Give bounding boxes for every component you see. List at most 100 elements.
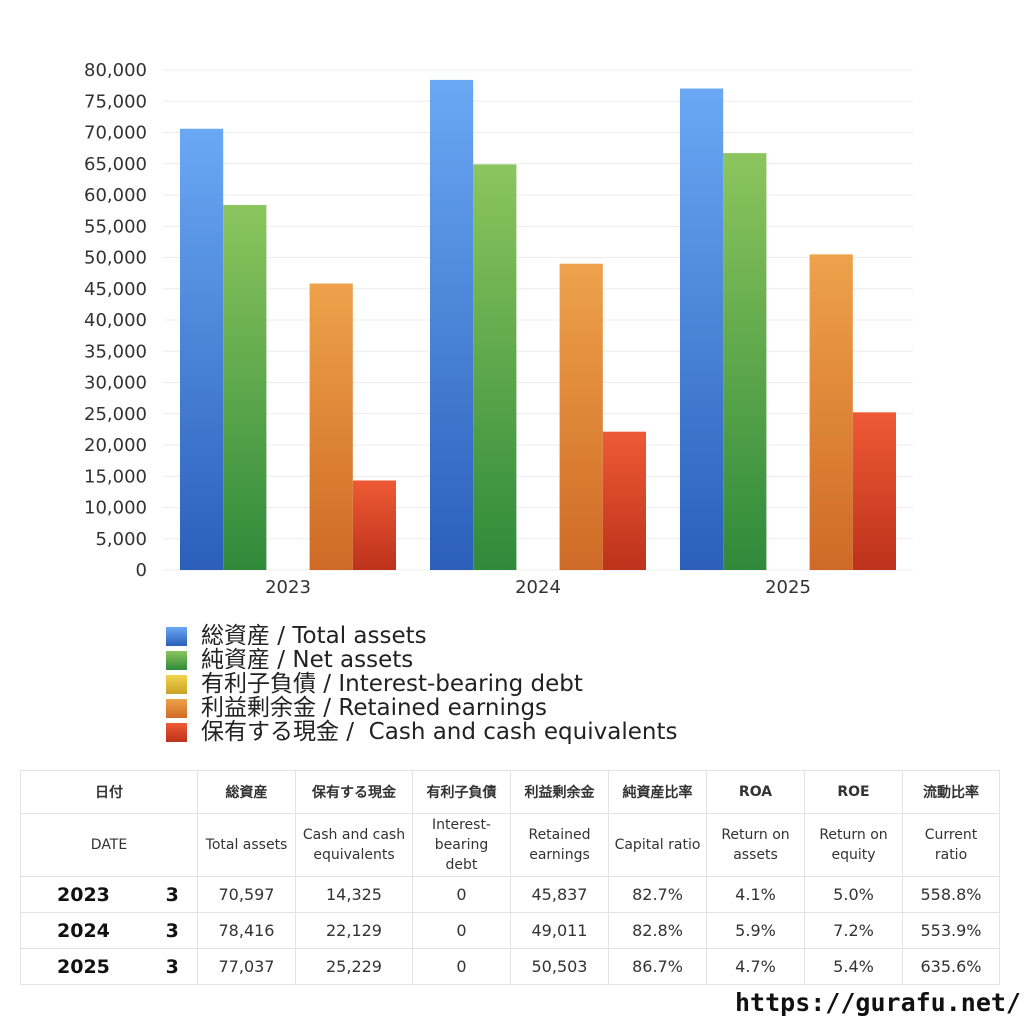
y-tick-label: 60,000 <box>84 185 147 206</box>
y-tick-label: 20,000 <box>84 435 147 456</box>
header-line: Total assets <box>205 837 288 853</box>
y-tick-label: 10,000 <box>84 498 147 519</box>
table-row: 2024 3 78,416 22,129 0 49,011 82.8% 5.9%… <box>20 912 1000 949</box>
cell-roe: 7.2% <box>804 912 903 949</box>
y-tick-label: 15,000 <box>84 466 147 487</box>
bar <box>430 79 474 571</box>
cell-cash: 22,129 <box>295 912 413 949</box>
cell-debt: 0 <box>412 912 511 949</box>
y-tick-label: 30,000 <box>84 373 147 394</box>
cell-year: 2023 <box>20 876 148 913</box>
header-line: equivalents <box>313 847 395 863</box>
header-roa-en: Return on assets <box>706 813 805 877</box>
header-line: Return on <box>819 827 888 843</box>
header-line: debt <box>445 857 478 873</box>
legend-swatch <box>166 722 187 742</box>
y-tick-label: 35,000 <box>84 341 147 362</box>
legend-item: 総資産 / Total assets <box>166 624 677 648</box>
header-roe-jp: ROE <box>804 770 903 814</box>
cell-debt: 0 <box>412 876 511 913</box>
bar <box>352 480 396 570</box>
table-row: 2023 3 70,597 14,325 0 45,837 82.7% 4.1%… <box>20 876 1000 913</box>
bars <box>180 79 896 571</box>
y-tick-label: 0 <box>136 560 147 581</box>
header-retained-en: Retained earnings <box>510 813 609 877</box>
header-debt-jp: 有利子負債 <box>412 770 511 814</box>
cell-roa: 5.9% <box>706 912 805 949</box>
site-url: https://gurafu.net/ <box>735 988 1021 1017</box>
legend-label: 利益剰余金 / Retained earnings <box>201 695 548 721</box>
legend-label: 保有する現金 / Cash and cash equivalents <box>201 719 678 745</box>
header-line: earnings <box>529 847 590 863</box>
bar <box>852 412 896 570</box>
legend-item: 利益剰余金 / Retained earnings <box>166 696 677 720</box>
header-line: equity <box>831 847 876 863</box>
legend-label: 総資産 / Total assets <box>201 623 427 649</box>
cell-retained: 45,837 <box>510 876 609 913</box>
x-axis-tick-labels: 2023 2024 2025 <box>265 577 811 598</box>
financial-metrics-table: 日付 総資産 保有する現金 有利子負債 利益剰余金 純資産比率 ROA ROE … <box>20 770 1000 985</box>
header-retained-jp: 利益剰余金 <box>510 770 609 814</box>
legend-label: 有利子負債 / Interest-bearing debt <box>201 671 583 697</box>
header-date-jp: 日付 <box>20 770 198 814</box>
header-total-assets-jp: 総資産 <box>197 770 296 814</box>
cell-roa: 4.7% <box>706 948 805 985</box>
y-tick-label: 80,000 <box>84 60 147 81</box>
y-tick-label: 5,000 <box>95 529 147 550</box>
cell-cash: 14,325 <box>295 876 413 913</box>
y-tick-label: 70,000 <box>84 123 147 144</box>
header-roa-jp: ROA <box>706 770 805 814</box>
cell-capital-ratio: 82.8% <box>608 912 707 949</box>
header-line: Retained <box>528 827 591 843</box>
header-capital-ratio-jp: 純資産比率 <box>608 770 707 814</box>
cell-month: 3 <box>147 876 198 913</box>
cell-debt: 0 <box>412 948 511 985</box>
bar <box>723 153 767 570</box>
cell-month: 3 <box>147 912 198 949</box>
legend-swatch <box>166 626 187 646</box>
cell-current-ratio: 635.6% <box>902 948 1000 985</box>
header-date-en: DATE <box>20 813 198 877</box>
legend: 総資産 / Total assets 純資産 / Net assets 有利子負… <box>166 624 677 744</box>
bar <box>680 88 724 571</box>
y-axis-tick-labels: 0 5,000 10,000 15,000 20,000 25,000 30,000 35,0… <box>84 60 147 581</box>
header-current-ratio-en: Current ratio <box>902 813 1000 877</box>
cell-total-assets: 78,416 <box>197 912 296 949</box>
header-current-ratio-jp: 流動比率 <box>902 770 1000 814</box>
cell-month: 3 <box>147 948 198 985</box>
y-tick-label: 55,000 <box>84 216 147 237</box>
header-line: DATE <box>90 837 128 853</box>
legend-item: 有利子負債 / Interest-bearing debt <box>166 672 677 696</box>
y-tick-label: 45,000 <box>84 279 147 300</box>
table-header-jp: 日付 総資産 保有する現金 有利子負債 利益剰余金 純資産比率 ROA ROE … <box>20 770 1000 814</box>
header-line: Current <box>924 827 978 843</box>
y-tick-label: 65,000 <box>84 154 147 175</box>
cell-total-assets: 77,037 <box>197 948 296 985</box>
header-line: Cash and cash <box>302 827 406 843</box>
cell-current-ratio: 558.8% <box>902 876 1000 913</box>
header-line: assets <box>733 847 778 863</box>
legend-swatch <box>166 650 187 670</box>
bar <box>309 283 353 570</box>
header-line: Capital ratio <box>614 837 701 853</box>
bar <box>809 254 853 570</box>
y-tick-label: 75,000 <box>84 91 147 112</box>
header-capital-ratio-en: Capital ratio <box>608 813 707 877</box>
bar-chart: 0 5,000 10,000 15,000 20,000 25,000 30,000 35,0… <box>84 60 913 598</box>
cell-year: 2025 <box>20 948 148 985</box>
header-roe-en: Return on equity <box>804 813 903 877</box>
bar <box>559 263 603 570</box>
x-tick-label: 2025 <box>765 577 811 598</box>
x-tick-label: 2024 <box>515 577 561 598</box>
table-header-en: DATE Total assets Cash and cash equivalen… <box>20 813 1000 877</box>
bar <box>223 205 267 570</box>
header-cash-en: Cash and cash equivalents <box>295 813 413 877</box>
header-total-assets-en: Total assets <box>197 813 296 877</box>
y-tick-label: 40,000 <box>84 310 147 331</box>
cell-roe: 5.4% <box>804 948 903 985</box>
legend-label: 純資産 / Net assets <box>201 647 414 673</box>
cell-cash: 25,229 <box>295 948 413 985</box>
x-tick-label: 2023 <box>265 577 311 598</box>
cell-total-assets: 70,597 <box>197 876 296 913</box>
cell-capital-ratio: 82.7% <box>608 876 707 913</box>
